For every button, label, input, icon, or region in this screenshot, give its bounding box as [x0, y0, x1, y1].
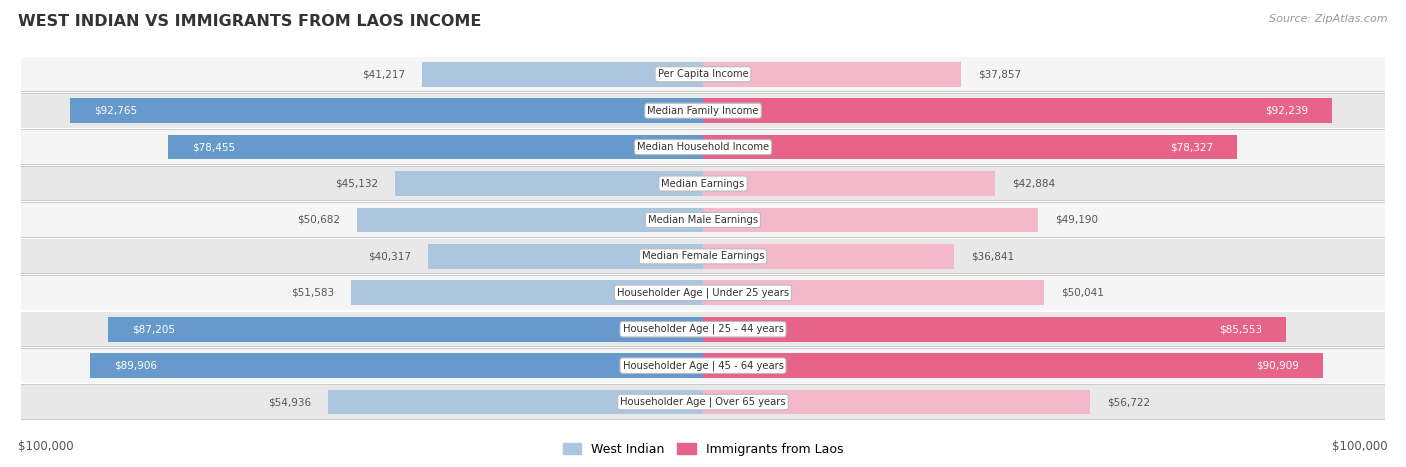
Text: $45,132: $45,132 — [335, 178, 378, 189]
Bar — [21, 167, 1385, 200]
Bar — [703, 244, 955, 269]
Bar — [21, 93, 1385, 128]
Text: Householder Age | Under 25 years: Householder Age | Under 25 years — [617, 288, 789, 298]
Bar — [21, 384, 1385, 420]
Text: $50,041: $50,041 — [1062, 288, 1104, 298]
Bar — [21, 239, 1385, 274]
Text: WEST INDIAN VS IMMIGRANTS FROM LAOS INCOME: WEST INDIAN VS IMMIGRANTS FROM LAOS INCO… — [18, 14, 482, 29]
Bar — [703, 171, 995, 196]
Text: Median Household Income: Median Household Income — [637, 142, 769, 152]
Bar — [21, 240, 1385, 273]
Text: $37,857: $37,857 — [979, 69, 1021, 79]
Bar — [21, 94, 1385, 127]
Text: $92,239: $92,239 — [1265, 106, 1308, 116]
Bar — [21, 203, 1385, 237]
Bar — [21, 276, 1385, 310]
Bar — [21, 349, 1385, 382]
Text: $92,765: $92,765 — [94, 106, 138, 116]
Bar — [21, 57, 1385, 92]
Text: $56,722: $56,722 — [1107, 397, 1150, 407]
Bar — [21, 311, 1385, 347]
Bar — [21, 385, 1385, 419]
Bar — [422, 62, 703, 87]
Bar — [427, 244, 703, 269]
Bar — [21, 57, 1385, 91]
Text: $50,682: $50,682 — [297, 215, 340, 225]
Bar — [21, 130, 1385, 164]
Bar — [21, 348, 1385, 383]
Bar — [703, 98, 1331, 123]
Text: Median Female Earnings: Median Female Earnings — [641, 251, 765, 262]
Text: Median Male Earnings: Median Male Earnings — [648, 215, 758, 225]
Bar — [21, 166, 1385, 201]
Text: Householder Age | Over 65 years: Householder Age | Over 65 years — [620, 397, 786, 407]
Text: $78,455: $78,455 — [191, 142, 235, 152]
Text: $89,906: $89,906 — [114, 361, 157, 371]
Text: Source: ZipAtlas.com: Source: ZipAtlas.com — [1270, 14, 1388, 24]
Bar — [703, 207, 1039, 233]
Text: Householder Age | 45 - 64 years: Householder Age | 45 - 64 years — [623, 361, 783, 371]
Text: $85,553: $85,553 — [1219, 324, 1263, 334]
Text: Per Capita Income: Per Capita Income — [658, 69, 748, 79]
Text: $87,205: $87,205 — [132, 324, 176, 334]
Text: Median Family Income: Median Family Income — [647, 106, 759, 116]
Bar — [703, 389, 1090, 415]
Text: $90,909: $90,909 — [1256, 361, 1299, 371]
Bar — [703, 62, 962, 87]
Text: $100,000: $100,000 — [1331, 440, 1388, 453]
Bar — [703, 280, 1045, 305]
Bar — [703, 317, 1286, 342]
Bar — [357, 207, 703, 233]
Bar — [703, 134, 1237, 160]
Bar — [167, 134, 703, 160]
Text: $100,000: $100,000 — [18, 440, 75, 453]
Bar — [329, 389, 703, 415]
Bar — [21, 312, 1385, 346]
Bar — [108, 317, 703, 342]
Text: Householder Age | 25 - 44 years: Householder Age | 25 - 44 years — [623, 324, 783, 334]
Text: $36,841: $36,841 — [972, 251, 1014, 262]
Bar — [352, 280, 703, 305]
Text: $54,936: $54,936 — [269, 397, 311, 407]
Bar — [21, 275, 1385, 311]
Bar — [703, 353, 1323, 378]
Text: $41,217: $41,217 — [361, 69, 405, 79]
Bar — [21, 202, 1385, 238]
Bar — [90, 353, 703, 378]
Bar — [70, 98, 703, 123]
Bar — [21, 129, 1385, 165]
Legend: West Indian, Immigrants from Laos: West Indian, Immigrants from Laos — [558, 438, 848, 461]
Text: $42,884: $42,884 — [1012, 178, 1056, 189]
Text: $51,583: $51,583 — [291, 288, 335, 298]
Text: $78,327: $78,327 — [1170, 142, 1213, 152]
Text: Median Earnings: Median Earnings — [661, 178, 745, 189]
Bar — [395, 171, 703, 196]
Text: $49,190: $49,190 — [1056, 215, 1098, 225]
Text: $40,317: $40,317 — [368, 251, 411, 262]
